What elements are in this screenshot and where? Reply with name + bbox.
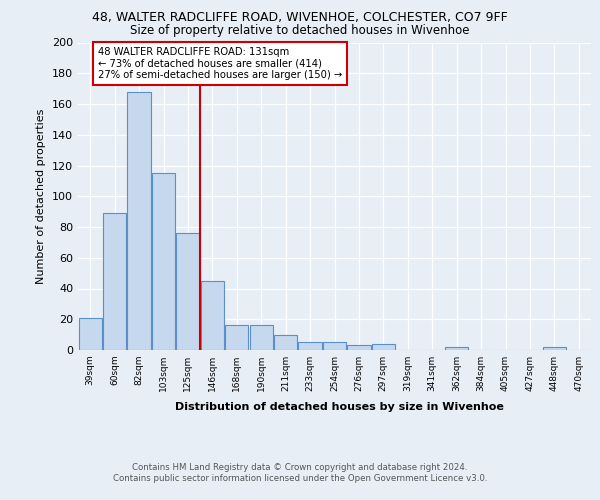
- Text: Distribution of detached houses by size in Wivenhoe: Distribution of detached houses by size …: [175, 402, 503, 412]
- Text: 48, WALTER RADCLIFFE ROAD, WIVENHOE, COLCHESTER, CO7 9FF: 48, WALTER RADCLIFFE ROAD, WIVENHOE, COL…: [92, 11, 508, 24]
- Bar: [323, 342, 346, 350]
- Y-axis label: Number of detached properties: Number of detached properties: [37, 108, 46, 284]
- Bar: [176, 233, 200, 350]
- Text: Size of property relative to detached houses in Wivenhoe: Size of property relative to detached ho…: [130, 24, 470, 37]
- Bar: [127, 92, 151, 350]
- Text: 48 WALTER RADCLIFFE ROAD: 131sqm
← 73% of detached houses are smaller (414)
27% : 48 WALTER RADCLIFFE ROAD: 131sqm ← 73% o…: [98, 47, 342, 80]
- Bar: [250, 326, 273, 350]
- Bar: [201, 281, 224, 350]
- Text: Contains HM Land Registry data © Crown copyright and database right 2024.
Contai: Contains HM Land Registry data © Crown c…: [113, 462, 487, 483]
- Bar: [274, 334, 297, 350]
- Bar: [225, 326, 248, 350]
- Bar: [543, 347, 566, 350]
- Bar: [298, 342, 322, 350]
- Bar: [372, 344, 395, 350]
- Bar: [347, 346, 371, 350]
- Bar: [79, 318, 102, 350]
- Bar: [152, 173, 175, 350]
- Bar: [445, 347, 468, 350]
- Bar: [103, 213, 126, 350]
